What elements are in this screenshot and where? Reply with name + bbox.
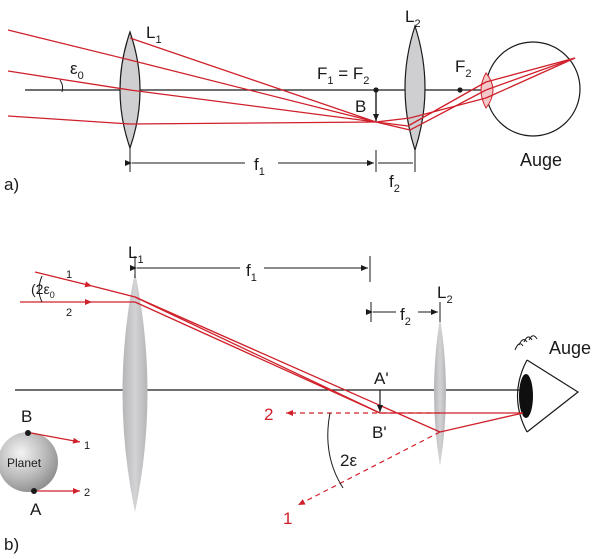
angle-arc-2e [327,412,344,489]
angle-arc-in [38,275,43,303]
virtual-ray-2-label: 2 [264,405,273,424]
lens-l2-label-a: L2 [405,7,421,30]
eye-lens-a [480,72,494,109]
planet-point-a-label: A [30,500,42,519]
point-b-prime-label: B' [372,423,387,442]
lens-l2-a [404,24,426,152]
dimension-f2-b [366,302,441,322]
angle-arc-a [59,79,64,93]
eye-label-a: Auge [520,150,562,170]
point-a-prime-label: A' [374,369,389,388]
angle-2e-label: 2ε [340,451,357,470]
planet-point-b-label: B [21,407,32,426]
focal-equation-label: F1 = F2 [317,64,369,87]
focal-point-f1f2 [373,87,379,93]
ray-1-label: 1 [66,269,72,281]
f2-point-label-a: F2 [455,57,472,80]
lens-l2-label-b: L2 [437,283,453,306]
lens-l1-b [122,272,148,512]
planet [0,430,81,494]
f1-label-b: f1 [246,261,257,284]
lens-l1-label-a: L1 [146,23,162,46]
virtual-rays-b [286,410,441,506]
focal-point-f2 [457,87,463,93]
planet-label: Planet [7,456,42,470]
panel-a: L1 L2 ε0 F1 = F2 F2 B f1 f2 Auge a) [4,7,581,195]
f2-label-a: f2 [389,172,400,195]
panel-b-label: b) [4,535,19,554]
f2-label-b: f2 [400,305,411,328]
f1-label-a: f1 [254,155,265,178]
lens-l1-label-b: L1 [128,243,144,266]
planet-ray-2-label: 2 [84,487,90,499]
angle-label-a: ε0 [70,59,84,82]
eye-ball-a [485,41,581,137]
virtual-ray-1-label: 1 [283,509,292,528]
image-point-label-b: B [355,97,366,116]
rays-b [20,271,524,433]
lens-l2-b [434,318,446,466]
eye-label-b: Auge [549,338,591,358]
ray-2-label: 2 [66,307,72,319]
dimension-f1-b [130,256,371,282]
incoming-angle-label: (2ε0 [31,281,55,300]
panel-b: L1 L2 f1 f2 (2ε0 1 2 A' B' 2ε 2 1 Auge P… [0,243,591,554]
panel-a-label: a) [4,175,19,194]
eye-b [514,335,580,433]
planet-ray-1-label: 1 [84,440,90,452]
rays-a [7,29,576,131]
dimension-f1-a [125,148,416,172]
